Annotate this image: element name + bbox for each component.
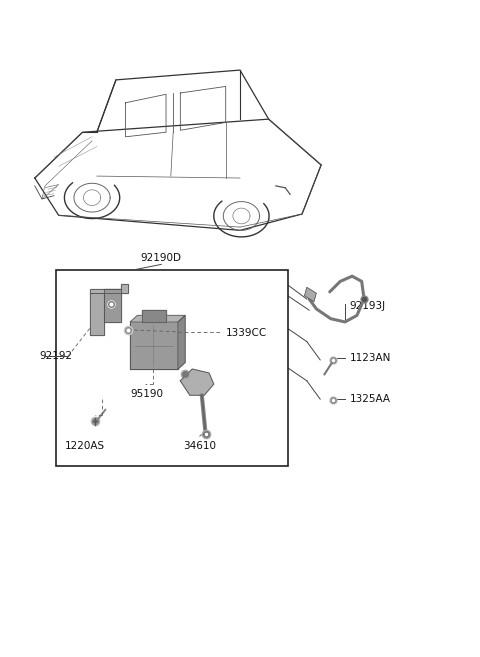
- Text: 95190: 95190: [131, 389, 164, 399]
- Polygon shape: [178, 315, 185, 369]
- Polygon shape: [90, 284, 128, 292]
- Polygon shape: [130, 315, 185, 322]
- Text: 34610: 34610: [183, 441, 216, 451]
- Text: 1325AA: 1325AA: [350, 394, 391, 403]
- Text: 1123AN: 1123AN: [350, 353, 391, 363]
- Polygon shape: [104, 289, 120, 322]
- Text: 92193J: 92193J: [350, 301, 386, 311]
- Text: 92192: 92192: [39, 351, 72, 361]
- Polygon shape: [142, 310, 166, 322]
- Polygon shape: [90, 292, 104, 335]
- Polygon shape: [130, 322, 178, 369]
- Text: 1220AS: 1220AS: [65, 441, 105, 451]
- Polygon shape: [180, 369, 214, 396]
- Text: 1339CC: 1339CC: [226, 328, 267, 338]
- Polygon shape: [304, 287, 316, 302]
- Text: 92190D: 92190D: [141, 253, 182, 263]
- Bar: [56, 269, 288, 466]
